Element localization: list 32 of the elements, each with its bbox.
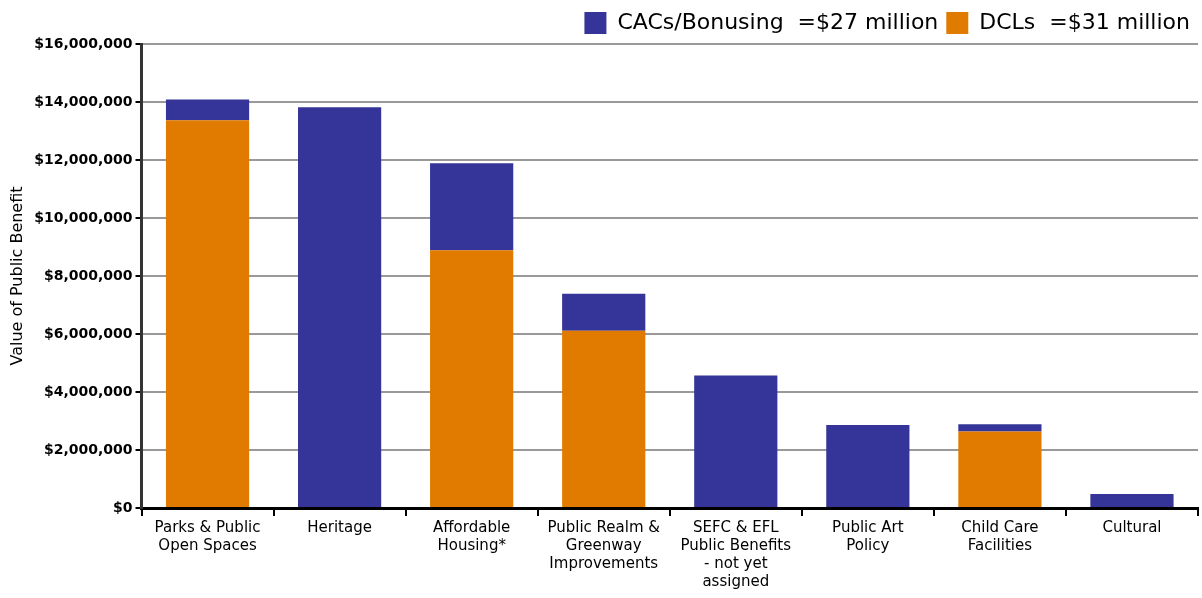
y-tick-label: $8,000,000 (43, 266, 133, 283)
y-tick-label: $2,000,000 (43, 440, 133, 457)
y-tick-label: $16,000,000 (34, 34, 133, 51)
bar (562, 330, 646, 507)
x-tick-label: Heritage (307, 517, 372, 536)
legend-label: DCLs =$31 million (979, 8, 1191, 34)
bar (694, 375, 778, 507)
x-tick-label: Public Realm & Greenway Improvements (547, 517, 661, 572)
y-axis-title: Value of Public Benefit (6, 186, 26, 366)
x-tick-label: Child Care Facilities (961, 517, 1039, 554)
bar (165, 99, 250, 121)
y-tick-label: $6,000,000 (43, 324, 133, 341)
x-tick-label: Public Art Policy (832, 517, 904, 554)
x-tick-label: Parks & Public Open Spaces (154, 517, 261, 554)
bar (1090, 494, 1174, 507)
y-tick-label: $12,000,000 (34, 150, 133, 167)
x-tick-label: SEFC & EFL Public Benefits - not yet assigned (680, 517, 792, 590)
bar (165, 120, 250, 507)
bar (562, 293, 646, 331)
y-tick-label: $14,000,000 (34, 92, 133, 109)
y-tick-label: $10,000,000 (34, 208, 133, 225)
legend-label: CACs/Bonusing =$27 million (617, 8, 939, 34)
bar (958, 431, 1042, 507)
bar (826, 425, 910, 507)
bar (298, 107, 382, 507)
x-tick-label: Affordable Housing* (433, 517, 511, 554)
bar (958, 424, 1042, 432)
bar (430, 250, 514, 507)
y-tick-label: $4,000,000 (43, 382, 133, 399)
bar (430, 163, 514, 251)
y-tick-label: $0 (113, 498, 133, 515)
x-tick-label: Cultural (1102, 517, 1162, 536)
